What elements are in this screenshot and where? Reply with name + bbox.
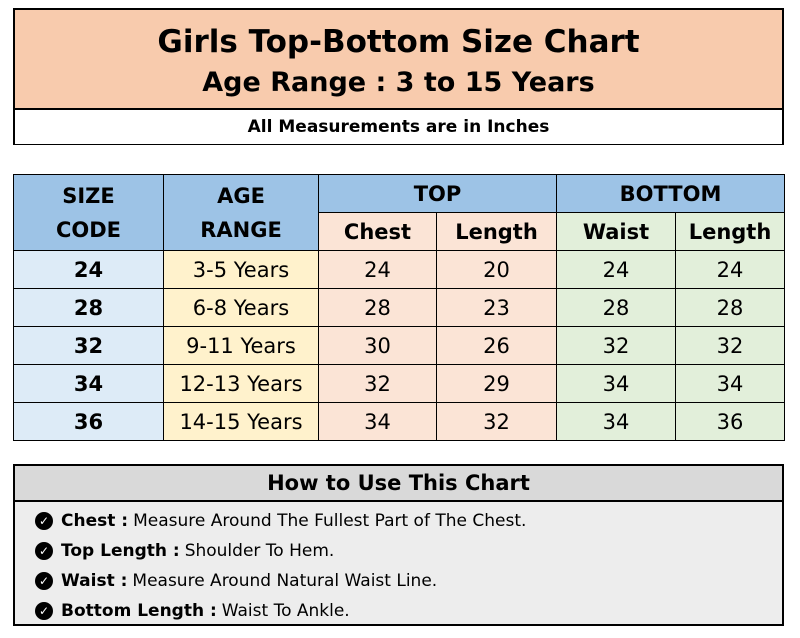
size-code-cell: 32 xyxy=(13,326,164,365)
item-term: Bottom Length : xyxy=(61,601,217,621)
bottom-length-cell: 36 xyxy=(675,402,786,441)
size-code-cell: 34 xyxy=(13,364,164,403)
size-code-header-line2: CODE xyxy=(55,217,122,242)
item-term: Top Length : xyxy=(61,541,180,561)
header-banner: Girls Top-Bottom Size Chart Age Range : … xyxy=(15,10,782,110)
waist-cell: 24 xyxy=(556,250,677,289)
waist-cell: 34 xyxy=(556,402,677,441)
chest-cell: 30 xyxy=(318,326,437,365)
item-term: Waist : xyxy=(61,571,128,591)
check-circle-icon: ✓ xyxy=(35,572,53,590)
check-circle-icon: ✓ xyxy=(35,602,53,620)
top-length-cell: 29 xyxy=(435,364,558,403)
size-code-header: SIZE CODE xyxy=(13,174,164,251)
age-range-header-line1: AGE xyxy=(217,183,265,208)
how-to-use-list: ✓ Chest : Measure Around The Fullest Par… xyxy=(15,502,782,626)
top-header: TOP xyxy=(317,174,558,213)
age-range-subtitle: Age Range : 3 to 15 Years xyxy=(202,67,595,98)
top-chest-header: Chest xyxy=(318,212,437,251)
bottom-waist-header: Waist xyxy=(556,212,677,251)
bottom-length-cell: 24 xyxy=(675,250,786,289)
bottom-length-cell: 34 xyxy=(675,364,786,403)
page-title: Girls Top-Bottom Size Chart xyxy=(157,24,640,60)
top-length-cell: 20 xyxy=(435,250,558,289)
age-range-cell: 9-11 Years xyxy=(163,326,319,365)
size-code-cell: 24 xyxy=(13,250,164,289)
item-text: Waist To Ankle. xyxy=(221,601,350,621)
list-item: ✓ Bottom Length : Waist To Ankle. xyxy=(35,596,782,626)
top-length-cell: 26 xyxy=(435,326,558,365)
bottom-header: BOTTOM xyxy=(556,174,786,213)
top-length-cell: 23 xyxy=(435,288,558,327)
check-circle-icon: ✓ xyxy=(35,512,53,530)
table-row: 36 14-15 Years 34 32 34 36 xyxy=(13,402,786,441)
table-row: 28 6-8 Years 28 23 28 28 xyxy=(13,288,786,327)
size-code-header-line1: SIZE xyxy=(62,183,115,208)
bottom-length-cell: 32 xyxy=(675,326,786,365)
waist-cell: 34 xyxy=(556,364,677,403)
top-length-cell: 32 xyxy=(435,402,558,441)
bottom-length-cell: 28 xyxy=(675,288,786,327)
age-range-cell: 3-5 Years xyxy=(163,250,319,289)
item-text: Shoulder To Hem. xyxy=(184,541,335,561)
age-range-header: AGE RANGE xyxy=(163,174,319,251)
chest-cell: 28 xyxy=(318,288,437,327)
size-code-cell: 28 xyxy=(13,288,164,327)
chest-cell: 34 xyxy=(318,402,437,441)
item-text: Measure Around The Fullest Part of The C… xyxy=(133,511,527,531)
item-term: Chest : xyxy=(61,511,129,531)
bottom-length-header: Length xyxy=(675,212,786,251)
table-row: 24 3-5 Years 24 20 24 24 xyxy=(13,250,786,289)
list-item: ✓ Top Length : Shoulder To Hem. xyxy=(35,536,782,566)
item-text: Measure Around Natural Waist Line. xyxy=(132,571,438,591)
chest-cell: 24 xyxy=(318,250,437,289)
list-item: ✓ Waist : Measure Around Natural Waist L… xyxy=(35,566,782,596)
chart-header: Girls Top-Bottom Size Chart Age Range : … xyxy=(13,8,784,145)
check-circle-icon: ✓ xyxy=(35,542,53,560)
size-code-cell: 36 xyxy=(13,402,164,441)
how-to-use-title: How to Use This Chart xyxy=(15,466,782,502)
measurement-note: All Measurements are in Inches xyxy=(15,110,782,144)
how-to-use-panel: How to Use This Chart ✓ Chest : Measure … xyxy=(13,464,784,626)
top-length-header: Length xyxy=(435,212,558,251)
age-range-cell: 14-15 Years xyxy=(163,402,319,441)
table-row: 32 9-11 Years 30 26 32 32 xyxy=(13,326,786,365)
waist-cell: 32 xyxy=(556,326,677,365)
waist-cell: 28 xyxy=(556,288,677,327)
size-table: SIZE CODE AGE RANGE TOP BOTTOM Chest Len… xyxy=(13,174,786,441)
age-range-cell: 12-13 Years xyxy=(163,364,319,403)
chest-cell: 32 xyxy=(318,364,437,403)
table-row: 34 12-13 Years 32 29 34 34 xyxy=(13,364,786,403)
list-item: ✓ Chest : Measure Around The Fullest Par… xyxy=(35,506,782,536)
age-range-header-line2: RANGE xyxy=(200,217,282,242)
age-range-cell: 6-8 Years xyxy=(163,288,319,327)
